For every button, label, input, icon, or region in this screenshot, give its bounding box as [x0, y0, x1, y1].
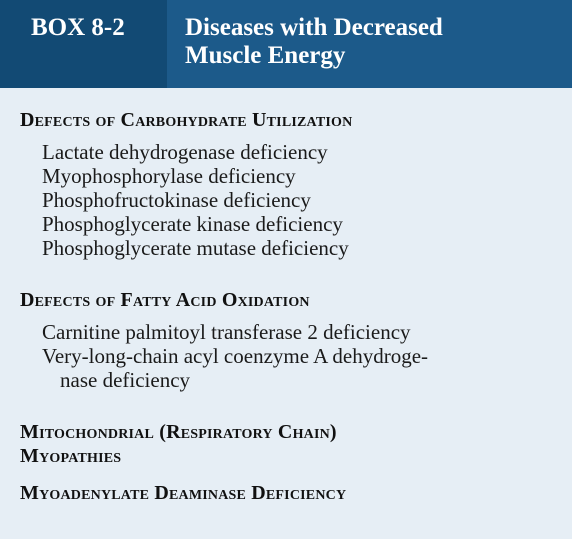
list-item: Carnitine palmitoyl transferase 2 defici…: [42, 320, 411, 344]
section-heading-myoadenylate: Myoadenylate Deaminase Deficiency: [20, 482, 347, 504]
list-item: Myophosphorylase deficiency: [42, 164, 296, 188]
box-number: BOX 8-2: [31, 14, 125, 41]
section-heading-carbohydrate: Defects of Carbohydrate Utilization: [20, 109, 353, 131]
list-item: Phosphofructokinase deficiency: [42, 188, 311, 212]
section-heading-fatty-acid: Defects of Fatty Acid Oxidation: [20, 289, 310, 311]
list-item: Phosphoglycerate kinase deficiency: [42, 212, 343, 236]
list-item-continuation: nase deficiency: [60, 368, 191, 392]
section-heading-mitochondrial-line-1: Mitochondrial (Respiratory Chain): [20, 421, 337, 443]
list-item: Very-long-chain acyl coenzyme A dehydrog…: [42, 344, 429, 368]
section-heading-mitochondrial-line-2: Myopathies: [20, 445, 122, 467]
list-item: Lactate dehydrogenase deficiency: [42, 140, 328, 164]
box-title: Diseases with Decreased Muscle Energy: [185, 14, 555, 70]
box-title-line-1: Diseases with Decreased: [185, 14, 443, 41]
box-tag: BOX 8-2: [0, 0, 167, 88]
box-title-line-2: Muscle Energy: [185, 42, 346, 69]
box-header: BOX 8-2 Diseases with Decreased Muscle E…: [0, 0, 572, 88]
list-item: Phosphoglycerate mutase deficiency: [42, 236, 349, 260]
